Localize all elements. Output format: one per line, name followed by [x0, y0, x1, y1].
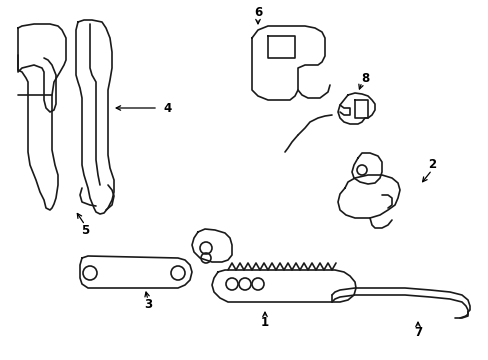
Text: 4: 4 [163, 102, 172, 114]
Text: 7: 7 [413, 325, 421, 338]
Text: 1: 1 [261, 315, 268, 328]
Text: 5: 5 [81, 224, 89, 237]
Text: 8: 8 [360, 72, 368, 85]
Text: 2: 2 [427, 158, 435, 171]
Text: 6: 6 [253, 5, 262, 18]
Text: 3: 3 [143, 298, 152, 311]
